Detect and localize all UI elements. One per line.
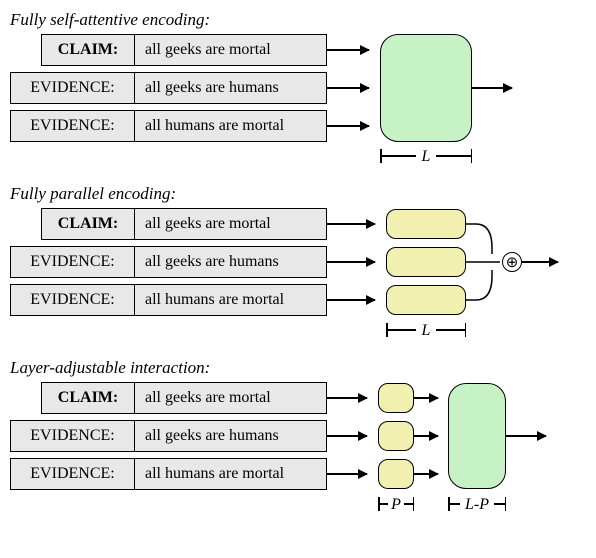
claim-content: all geeks are mortal xyxy=(135,208,327,240)
evidence-label: EVIDENCE: xyxy=(10,420,135,452)
evidence-row: EVIDENCE: all humans are mortal xyxy=(10,458,327,490)
evidence-content: all humans are mortal xyxy=(135,110,327,142)
arrow-icon xyxy=(327,299,375,301)
arrow-icon xyxy=(472,87,512,89)
encoder-block-green xyxy=(448,383,506,489)
arrow-icon xyxy=(414,397,438,399)
arrow-icon xyxy=(522,261,558,263)
rows: CLAIM: all geeks are mortal EVIDENCE: al… xyxy=(10,382,327,490)
evidence-content: all geeks are humans xyxy=(135,246,327,278)
claim-label: CLAIM: xyxy=(41,208,135,240)
evidence-content: all geeks are humans xyxy=(135,420,327,452)
arrow-icon xyxy=(506,435,546,437)
arrow-icon xyxy=(327,125,369,127)
combine-icon: ⊕ xyxy=(502,252,522,272)
claim-content: all geeks are mortal xyxy=(135,382,327,414)
evidence-content: all humans are mortal xyxy=(135,458,327,490)
claim-label: CLAIM: xyxy=(41,382,135,414)
encoder-block-yellow xyxy=(378,459,414,489)
evidence-label: EVIDENCE: xyxy=(10,110,135,142)
encoder-block-yellow xyxy=(386,247,466,277)
evidence-content: all humans are mortal xyxy=(135,284,327,316)
evidence-label: EVIDENCE: xyxy=(10,246,135,278)
arrow-icon xyxy=(414,435,438,437)
rows: CLAIM: all geeks are mortal EVIDENCE: al… xyxy=(10,34,327,142)
encoder-block-yellow xyxy=(378,421,414,451)
arrow-icon xyxy=(327,473,367,475)
arrow-icon xyxy=(327,87,369,89)
arrow-icon xyxy=(327,49,369,51)
encoder-block-yellow xyxy=(378,383,414,413)
arrow-icon xyxy=(327,223,375,225)
arrow-icon xyxy=(327,261,375,263)
section-self-attentive: CLAIM: all geeks are mortal EVIDENCE: al… xyxy=(10,34,586,182)
section-layer-adjustable: CLAIM: all geeks are mortal EVIDENCE: al… xyxy=(10,382,586,540)
encoder-block-yellow xyxy=(386,285,466,315)
section-title: Fully self-attentive encoding: xyxy=(10,10,586,30)
evidence-row: EVIDENCE: all geeks are humans xyxy=(10,246,327,278)
dim-label-L: L xyxy=(380,146,472,168)
dim-label-P: P xyxy=(378,494,414,516)
encoder-block-yellow xyxy=(386,209,466,239)
claim-label: CLAIM: xyxy=(41,34,135,66)
evidence-label: EVIDENCE: xyxy=(10,284,135,316)
arrow-icon xyxy=(414,473,438,475)
claim-row: CLAIM: all geeks are mortal xyxy=(41,382,327,414)
arrow-icon xyxy=(327,397,367,399)
evidence-label: EVIDENCE: xyxy=(10,72,135,104)
claim-row: CLAIM: all geeks are mortal xyxy=(41,34,327,66)
claim-content: all geeks are mortal xyxy=(135,34,327,66)
evidence-row: EVIDENCE: all geeks are humans xyxy=(10,72,327,104)
dim-label-L: L xyxy=(386,320,466,342)
evidence-row: EVIDENCE: all humans are mortal xyxy=(10,284,327,316)
encoder-block-green xyxy=(380,34,472,142)
arrow-icon xyxy=(327,435,367,437)
rows: CLAIM: all geeks are mortal EVIDENCE: al… xyxy=(10,208,327,316)
evidence-content: all geeks are humans xyxy=(135,72,327,104)
evidence-row: EVIDENCE: all geeks are humans xyxy=(10,420,327,452)
evidence-row: EVIDENCE: all humans are mortal xyxy=(10,110,327,142)
dim-label-LP: L-P xyxy=(448,494,506,516)
claim-row: CLAIM: all geeks are mortal xyxy=(41,208,327,240)
section-title: Layer-adjustable interaction: xyxy=(10,358,586,378)
section-parallel: CLAIM: all geeks are mortal EVIDENCE: al… xyxy=(10,208,586,356)
section-title: Fully parallel encoding: xyxy=(10,184,586,204)
evidence-label: EVIDENCE: xyxy=(10,458,135,490)
